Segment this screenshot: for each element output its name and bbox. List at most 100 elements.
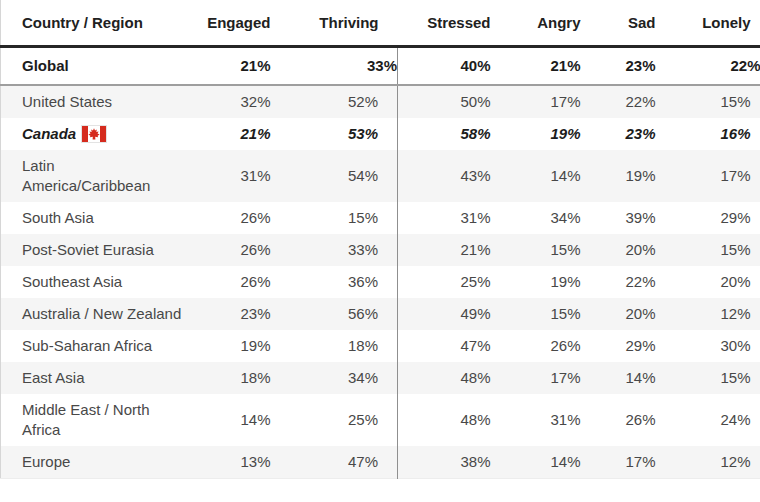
value-cell: 23% — [191, 298, 271, 330]
value-cell: 22% — [656, 47, 760, 86]
region-cell: East Asia — [1, 362, 191, 394]
value-cell: 21% — [491, 47, 581, 86]
region-cell: Global — [1, 47, 191, 86]
value-cell: 50% — [398, 85, 491, 118]
value-cell: 48% — [398, 362, 491, 394]
value-cell: 56% — [271, 298, 398, 330]
value-cell: 34% — [491, 202, 581, 234]
table-row: Post-Soviet Eurasia 26% 33% 21% 15% 20% … — [1, 234, 760, 266]
value-cell: 26% — [191, 234, 271, 266]
value-cell: 20% — [581, 234, 656, 266]
value-cell: 15% — [271, 202, 398, 234]
table-row: Global 21% 33% 40% 21% 23% 22% — [1, 47, 760, 86]
value-cell: 29% — [656, 202, 760, 234]
value-cell: 16% — [656, 118, 760, 150]
value-cell: 29% — [581, 330, 656, 362]
emotions-table: Country / Region Engaged Thriving Stress… — [0, 0, 760, 479]
value-cell: 18% — [191, 362, 271, 394]
value-cell: 53% — [271, 118, 398, 150]
value-cell: 22% — [581, 85, 656, 118]
table-row: Sub-Saharan Africa 19% 18% 47% 26% 29% 3… — [1, 330, 760, 362]
table-row: United States 32% 52% 50% 17% 22% 15% — [1, 85, 760, 118]
region-label: Australia / New Zealand — [22, 305, 181, 322]
value-cell: 33% — [271, 234, 398, 266]
value-cell: 14% — [581, 362, 656, 394]
value-cell: 17% — [491, 362, 581, 394]
value-cell: 26% — [581, 394, 656, 446]
value-cell: 48% — [398, 394, 491, 446]
header-engaged: Engaged — [191, 0, 271, 47]
value-cell: 17% — [581, 446, 656, 479]
region-cell: Sub-Saharan Africa — [1, 330, 191, 362]
header-sad: Sad — [581, 0, 656, 47]
value-cell: 24% — [656, 394, 760, 446]
region-label: Latin America/Caribbean — [22, 157, 150, 194]
value-cell: 26% — [191, 202, 271, 234]
table-header: Country / Region Engaged Thriving Stress… — [1, 0, 760, 47]
value-cell: 26% — [491, 330, 581, 362]
table-row: Europe 13% 47% 38% 14% 17% 12% — [1, 446, 760, 479]
value-cell: 19% — [491, 118, 581, 150]
region-label: United States — [22, 93, 112, 110]
region-cell: United States — [1, 85, 191, 118]
region-cell: Southeast Asia — [1, 266, 191, 298]
region-label: Post-Soviet Eurasia — [22, 241, 154, 258]
value-cell: 25% — [271, 394, 398, 446]
value-cell: 15% — [491, 298, 581, 330]
region-label: Sub-Saharan Africa — [22, 337, 152, 354]
value-cell: 15% — [656, 362, 760, 394]
region-label: East Asia — [22, 369, 85, 386]
value-cell: 15% — [656, 85, 760, 118]
value-cell: 22% — [581, 266, 656, 298]
value-cell: 58% — [398, 118, 491, 150]
value-cell: 12% — [656, 298, 760, 330]
value-cell: 15% — [491, 234, 581, 266]
value-cell: 31% — [491, 394, 581, 446]
value-cell: 21% — [191, 118, 271, 150]
region-cell: Latin America/Caribbean — [1, 150, 191, 202]
value-cell: 54% — [271, 150, 398, 202]
value-cell: 47% — [398, 330, 491, 362]
value-cell: 31% — [398, 202, 491, 234]
region-cell: Post-Soviet Eurasia — [1, 234, 191, 266]
value-cell: 17% — [656, 150, 760, 202]
value-cell: 47% — [271, 446, 398, 479]
value-cell: 39% — [581, 202, 656, 234]
region-cell: South Asia — [1, 202, 191, 234]
value-cell: 18% — [271, 330, 398, 362]
table-row: Southeast Asia 26% 36% 25% 19% 22% 20% — [1, 266, 760, 298]
value-cell: 14% — [491, 150, 581, 202]
value-cell: 30% — [656, 330, 760, 362]
value-cell: 14% — [191, 394, 271, 446]
value-cell: 49% — [398, 298, 491, 330]
header-row: Country / Region Engaged Thriving Stress… — [1, 0, 760, 47]
region-label: Canada — [22, 125, 76, 142]
region-label: Global — [22, 57, 69, 74]
value-cell: 23% — [581, 118, 656, 150]
canada-flag-icon — [82, 126, 106, 142]
value-cell: 31% — [191, 150, 271, 202]
header-angry: Angry — [491, 0, 581, 47]
value-cell: 26% — [191, 266, 271, 298]
value-cell: 12% — [656, 446, 760, 479]
value-cell: 25% — [398, 266, 491, 298]
table-body: Global 21% 33% 40% 21% 23% 22% United St… — [1, 47, 760, 479]
table-row: East Asia 18% 34% 48% 17% 14% 15% — [1, 362, 760, 394]
value-cell: 52% — [271, 85, 398, 118]
value-cell: 20% — [656, 266, 760, 298]
value-cell: 15% — [656, 234, 760, 266]
header-thriving: Thriving — [271, 0, 398, 47]
region-cell: Australia / New Zealand — [1, 298, 191, 330]
header-country-region: Country / Region — [1, 0, 191, 47]
region-cell: Europe — [1, 446, 191, 479]
table-row: Middle East / North Africa 14% 25% 48% 3… — [1, 394, 760, 446]
value-cell: 36% — [271, 266, 398, 298]
region-cell: Canada — [1, 118, 191, 150]
table-row: Australia / New Zealand 23% 56% 49% 15% … — [1, 298, 760, 330]
table-row: Canada 21% 53% 58% 19% 23% 16% — [1, 118, 760, 150]
header-stressed: Stressed — [398, 0, 491, 47]
header-lonely: Lonely — [656, 0, 760, 47]
region-label: Southeast Asia — [22, 273, 122, 290]
value-cell: 34% — [271, 362, 398, 394]
value-cell: 19% — [191, 330, 271, 362]
